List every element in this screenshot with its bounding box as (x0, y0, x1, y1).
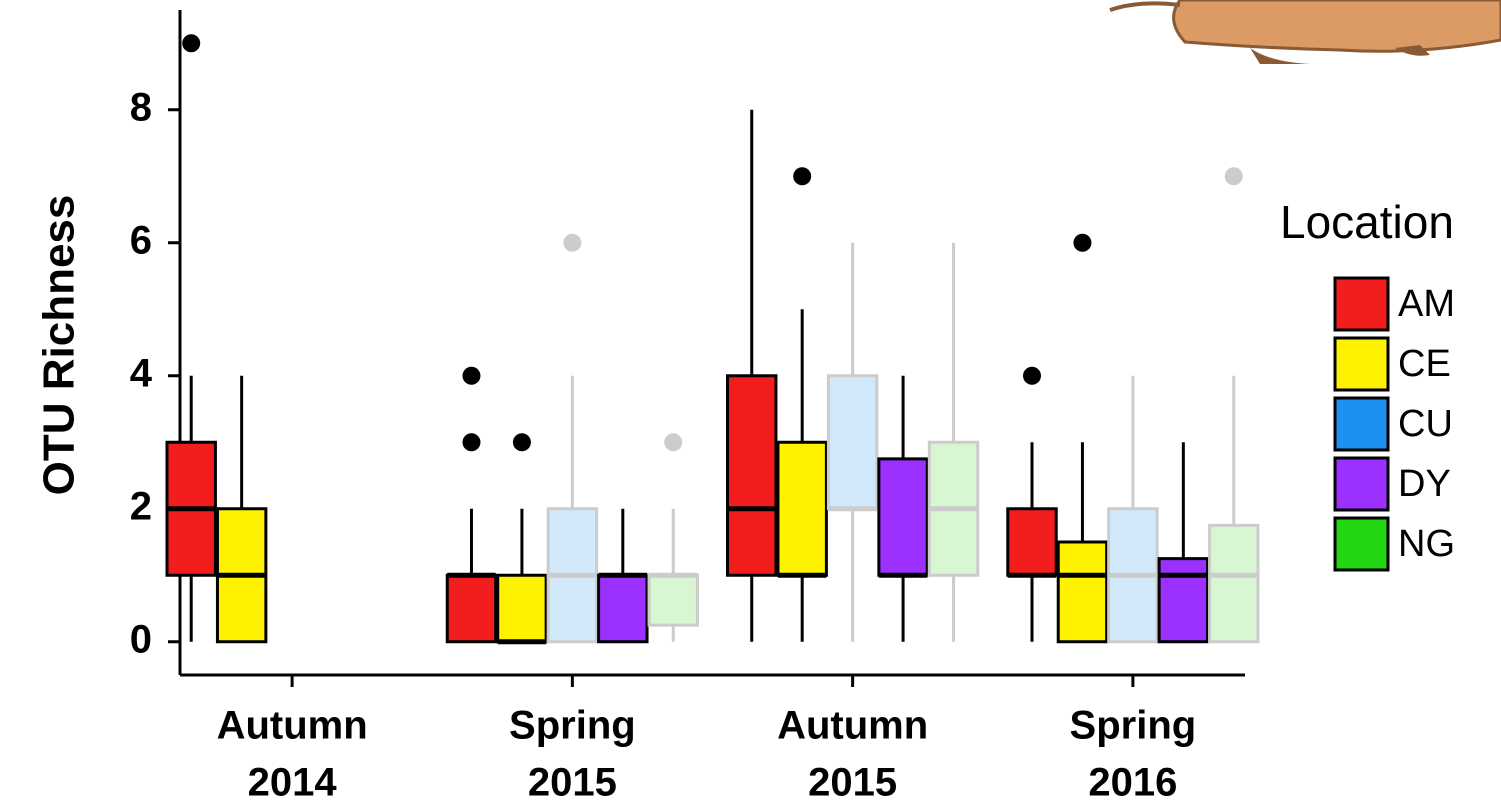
x-tick-label: 2015 (528, 761, 617, 805)
outlier (462, 366, 481, 385)
legend-label: CU (1398, 403, 1453, 445)
x-tick-label: Autumn (217, 704, 368, 748)
legend-title: Location (1280, 196, 1454, 248)
box (1056, 540, 1109, 644)
mouse-illustration (1109, 0, 1501, 64)
box (647, 573, 699, 627)
box (1006, 507, 1058, 577)
x-tick-label: Spring (509, 704, 636, 748)
outlier (563, 233, 582, 252)
legend-label: CE (1398, 343, 1451, 385)
legend-label: DY (1398, 463, 1451, 505)
y-axis-title: OTU Richness (35, 195, 84, 496)
x-tick-label: Spring (1070, 704, 1197, 748)
box (877, 457, 929, 577)
outlier (1023, 366, 1041, 385)
legend-key (1333, 396, 1390, 452)
y-tick-label: 4 (130, 351, 153, 395)
box (776, 440, 828, 577)
box (445, 573, 498, 644)
legend-label: AM (1398, 283, 1455, 325)
legend-label: NG (1398, 523, 1455, 565)
y-tick-label: 6 (130, 218, 152, 262)
y-tick-label: 8 (130, 85, 152, 129)
legend-key (1333, 516, 1390, 572)
outlier (664, 433, 683, 452)
legend-key (1333, 336, 1390, 392)
outlier (512, 433, 531, 452)
box (1208, 523, 1260, 644)
outlier (1224, 167, 1243, 186)
x-tick-label: 2016 (1088, 761, 1177, 805)
box (496, 573, 548, 644)
box (726, 374, 778, 577)
x-tick-label: 2015 (808, 761, 897, 805)
y-tick-label: 2 (130, 484, 152, 528)
legend-key (1333, 456, 1390, 512)
box (597, 573, 649, 644)
box (826, 374, 879, 511)
outlier (793, 167, 812, 186)
outlier (462, 433, 481, 452)
legend-key (1333, 276, 1390, 332)
y-tick-label: 0 (130, 617, 152, 661)
outlier (1073, 233, 1092, 252)
outlier (182, 34, 201, 53)
x-tick-label: 2014 (248, 761, 338, 805)
x-tick-label: Autumn (777, 704, 928, 748)
box (1157, 557, 1210, 644)
